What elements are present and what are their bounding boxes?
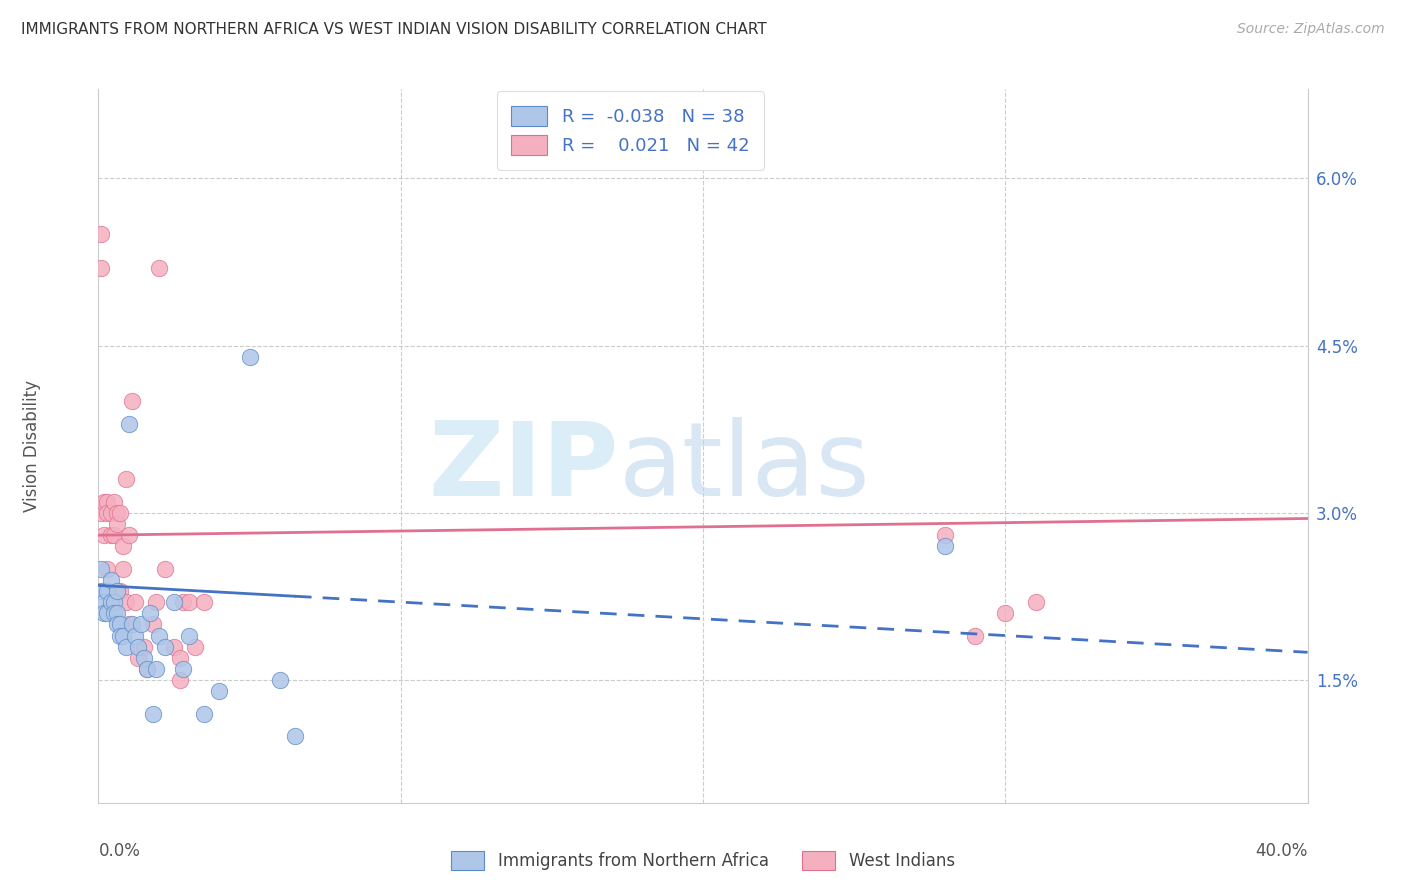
Legend: R =  -0.038   N = 38, R =    0.021   N = 42: R = -0.038 N = 38, R = 0.021 N = 42: [496, 91, 763, 169]
Point: [93, 494, 115, 508]
Point: [121, 394, 143, 409]
Point: [96, 583, 118, 598]
Text: atlas: atlas: [619, 417, 870, 518]
Legend: Immigrants from Northern Africa, West Indians: Immigrants from Northern Africa, West In…: [444, 844, 962, 877]
Point: [172, 662, 194, 676]
Point: [111, 628, 134, 642]
Point: [103, 528, 125, 542]
Point: [169, 651, 191, 665]
Point: [269, 673, 291, 687]
Point: [96, 506, 118, 520]
Point: [184, 640, 207, 654]
Text: Source: ZipAtlas.com: Source: ZipAtlas.com: [1237, 22, 1385, 37]
Point: [96, 494, 118, 508]
Point: [103, 595, 125, 609]
Point: [135, 662, 157, 676]
Point: [208, 684, 231, 698]
Point: [127, 651, 149, 665]
Point: [90, 227, 112, 241]
Point: [93, 607, 115, 621]
Point: [965, 628, 987, 642]
Point: [121, 617, 143, 632]
Point: [100, 506, 122, 520]
Point: [90, 583, 112, 598]
Point: [193, 595, 215, 609]
Point: [145, 595, 167, 609]
Point: [172, 595, 194, 609]
Point: [100, 595, 122, 609]
Point: [132, 651, 155, 665]
Point: [108, 583, 131, 598]
Text: ZIP: ZIP: [427, 417, 619, 518]
Point: [100, 573, 122, 587]
Point: [127, 640, 149, 654]
Point: [169, 673, 191, 687]
Point: [118, 528, 141, 542]
Point: [105, 516, 128, 531]
Point: [124, 628, 146, 642]
Point: [284, 729, 307, 743]
Point: [114, 640, 136, 654]
Point: [193, 706, 215, 721]
Point: [90, 260, 112, 275]
Point: [103, 607, 125, 621]
Point: [153, 640, 176, 654]
Text: IMMIGRANTS FROM NORTHERN AFRICA VS WEST INDIAN VISION DISABILITY CORRELATION CHA: IMMIGRANTS FROM NORTHERN AFRICA VS WEST …: [21, 22, 766, 37]
Point: [153, 562, 176, 576]
Text: 40.0%: 40.0%: [1256, 842, 1308, 860]
Point: [114, 472, 136, 486]
Point: [114, 595, 136, 609]
Point: [142, 706, 165, 721]
Point: [142, 617, 165, 632]
Point: [108, 628, 131, 642]
Point: [163, 595, 186, 609]
Point: [118, 617, 141, 632]
Point: [934, 528, 956, 542]
Point: [93, 528, 115, 542]
Point: [994, 607, 1017, 621]
Point: [96, 562, 118, 576]
Point: [111, 539, 134, 553]
Point: [179, 595, 201, 609]
Point: [108, 617, 131, 632]
Point: [139, 607, 162, 621]
Point: [103, 494, 125, 508]
Point: [132, 640, 155, 654]
Point: [239, 350, 262, 364]
Point: [135, 662, 157, 676]
Point: [124, 595, 146, 609]
Point: [111, 562, 134, 576]
Text: 0.0%: 0.0%: [98, 842, 141, 860]
Point: [148, 260, 170, 275]
Point: [90, 506, 112, 520]
Point: [96, 607, 118, 621]
Point: [1024, 595, 1046, 609]
Point: [105, 607, 128, 621]
Point: [129, 617, 152, 632]
Point: [179, 628, 201, 642]
Point: [90, 562, 112, 576]
Point: [934, 539, 956, 553]
Point: [100, 528, 122, 542]
Point: [108, 506, 131, 520]
Text: Vision Disability: Vision Disability: [22, 380, 41, 512]
Point: [105, 583, 128, 598]
Point: [105, 506, 128, 520]
Point: [148, 628, 170, 642]
Point: [145, 662, 167, 676]
Point: [105, 617, 128, 632]
Point: [118, 417, 141, 431]
Point: [93, 595, 115, 609]
Point: [163, 640, 186, 654]
